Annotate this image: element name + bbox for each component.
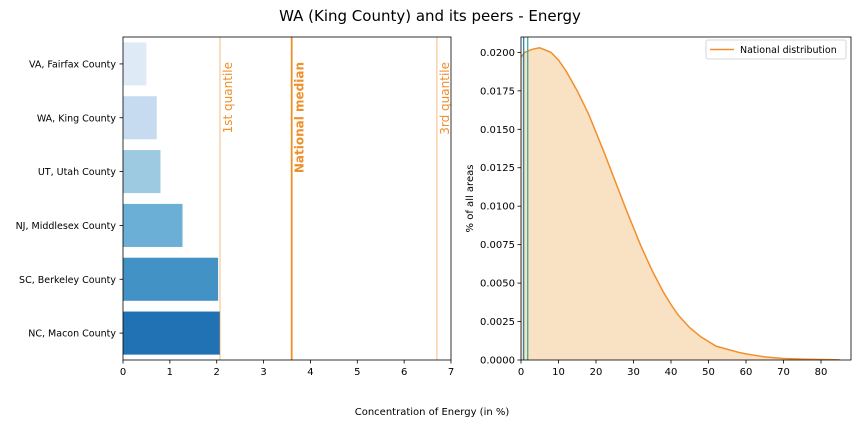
x-tick-label: 10: [552, 367, 565, 378]
bar-1: [123, 96, 157, 140]
shared-x-axis-label: Concentration of Energy (in %): [355, 407, 510, 418]
x-tick-label: 2: [214, 367, 220, 378]
x-tick-label: 7: [448, 367, 454, 378]
y-tick-label: SC, Berkeley County: [19, 275, 116, 286]
bar-0: [123, 42, 147, 86]
bar-4: [123, 257, 219, 301]
legend-label: National distribution: [740, 45, 837, 56]
y-tick-label: VA, Fairfax County: [29, 59, 116, 70]
x-tick-label: 3: [260, 367, 266, 378]
y-tick-label: 0.0150: [480, 125, 515, 136]
y-tick-label: 0.0000: [480, 356, 515, 367]
x-tick-label: 30: [627, 367, 640, 378]
y-tick-label: 0.0175: [480, 86, 515, 97]
bar-5: [123, 311, 220, 355]
distribution-fill: [521, 47, 840, 360]
x-tick-label: 0: [120, 367, 126, 378]
y-tick-label: UT, Utah County: [38, 167, 117, 178]
x-tick-label: 6: [401, 367, 407, 378]
distribution-chart-panel: 0 10 20 30 40 50 60 70 80 0.0000 0.0025 0.0050 0.007…: [465, 36, 852, 378]
x-tick-label: 40: [665, 367, 678, 378]
x-tick-label: 1: [167, 367, 173, 378]
y-tick-label: 0.0200: [480, 48, 515, 59]
plot-area: [521, 37, 840, 360]
x-tick-label: 80: [815, 367, 828, 378]
y-tick-label: WA, King County: [37, 113, 117, 124]
figure-title: WA (King County) and its peers - Energy: [279, 7, 581, 25]
x-tick-label: 0: [518, 367, 524, 378]
x-tick-label: 20: [590, 367, 603, 378]
x-tick-label: 60: [740, 367, 753, 378]
x-tick-label: 70: [777, 367, 790, 378]
plot-frame: [520, 36, 852, 361]
legend-box: [705, 39, 847, 60]
reference-line-label: 1st quantile: [221, 62, 235, 133]
bar-chart-panel: VA, Fairfax County WA, King County UT, Uta…: [16, 36, 454, 378]
distribution-line: [521, 46, 840, 360]
y-axis-label: % of all areas: [465, 165, 476, 233]
reference-line-label: National median: [293, 62, 307, 173]
y-tick-label: 0.0100: [480, 202, 515, 213]
bar-2: [123, 150, 161, 194]
plot-frame: [122, 36, 452, 361]
y-tick-label: 0.0125: [480, 163, 515, 174]
y-tick-label: NC, Macon County: [28, 329, 116, 340]
x-tick-label: 5: [354, 367, 360, 378]
x-tick-label: 4: [307, 367, 313, 378]
bar-3: [123, 203, 183, 247]
y-tick-label: 0.0050: [480, 279, 515, 290]
y-tick-label: NJ, Middlesex County: [16, 221, 117, 232]
x-tick-label: 50: [702, 367, 715, 378]
legend: National distribution: [705, 39, 847, 60]
reference-line-label: 3rd quantile: [438, 62, 452, 135]
y-tick-label: 0.0075: [480, 240, 515, 251]
y-tick-label: 0.0025: [480, 317, 515, 328]
